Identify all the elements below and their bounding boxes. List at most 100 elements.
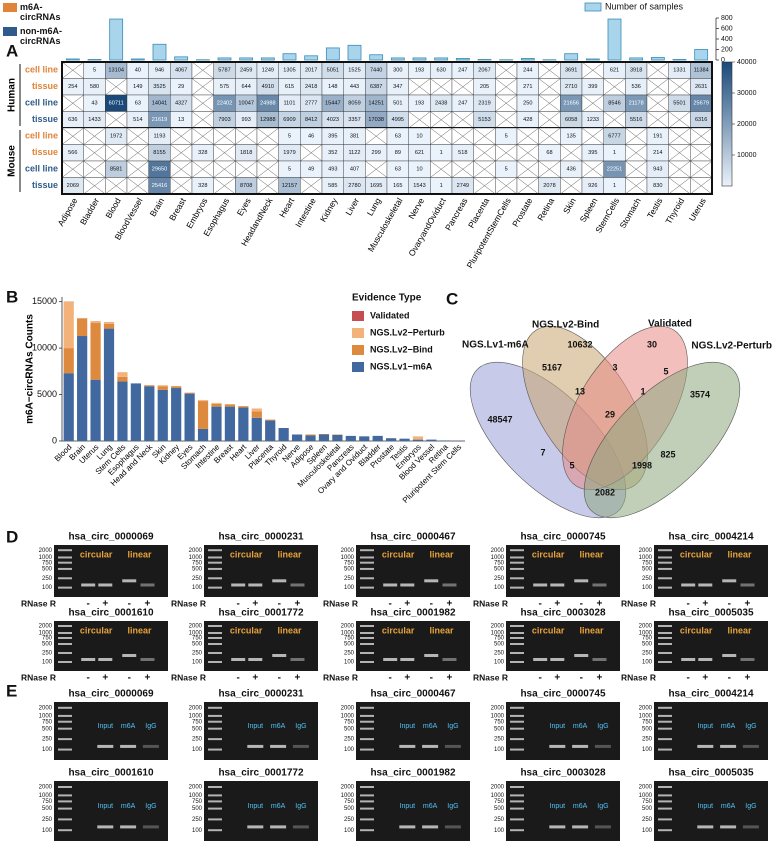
lane-sign: + [702, 673, 708, 684]
cross [668, 111, 691, 129]
lane-sign: + [145, 599, 151, 610]
sample-band [533, 583, 548, 587]
cross [430, 127, 453, 145]
lane-label: Input [248, 803, 264, 810]
cell-label: 399 [588, 84, 597, 90]
marker-size: 1000 [189, 793, 203, 799]
marker-size: 100 [192, 660, 203, 666]
bar-segment [103, 322, 115, 324]
ladder-band [58, 829, 72, 832]
cross [646, 94, 669, 112]
sample-band [120, 825, 137, 829]
lane-sign: - [389, 673, 392, 684]
cross [61, 127, 84, 145]
ladder-band [208, 720, 222, 723]
marker-size: 1000 [39, 555, 53, 561]
cell-label: 580 [90, 84, 99, 90]
lane-sign: + [554, 599, 560, 610]
cross [83, 177, 106, 195]
cell-label: 443 [350, 84, 359, 90]
ladder-band [208, 800, 222, 803]
sample-band [292, 825, 309, 829]
ladder-band [208, 652, 222, 654]
sample-band [681, 658, 696, 661]
marker-size: 1000 [491, 793, 505, 799]
gel-image [356, 545, 470, 597]
cell-label: 5 [505, 134, 508, 140]
ladder-band [360, 577, 374, 580]
sample-band [231, 583, 246, 587]
ladder-band [658, 818, 672, 821]
lane-label: IgG [447, 723, 458, 730]
gel-header: linear [127, 549, 152, 559]
cross [191, 94, 214, 112]
cross [538, 94, 561, 112]
lane-sign: + [252, 599, 258, 610]
lane-label: Input [698, 803, 714, 810]
ladder-band [58, 807, 72, 810]
cross [430, 111, 453, 129]
ladder-band [58, 720, 72, 723]
ladder-band [208, 625, 222, 627]
marker-size: 500 [494, 726, 505, 732]
sample-band [742, 744, 759, 748]
gel-title: hsa_circ_0004214 [668, 689, 754, 700]
sample-band [270, 825, 287, 829]
ladder-band [208, 786, 222, 788]
marker-size: 750 [42, 560, 53, 566]
bar-segment [157, 386, 168, 390]
ladder-band [658, 637, 672, 639]
sample-band [98, 583, 113, 587]
cross [61, 61, 84, 79]
gel-header: circular [382, 625, 415, 635]
bar-segment [157, 385, 168, 387]
marker-size: 500 [642, 806, 653, 812]
sample-bar [585, 58, 600, 61]
bar-segment [90, 321, 101, 324]
marker-size: 2000 [639, 624, 653, 630]
sample-band [270, 744, 287, 748]
cross [668, 160, 691, 178]
cell-label: 2078 [543, 183, 555, 189]
cell-label: 1101 [283, 101, 295, 107]
cross [170, 160, 193, 178]
venn-count: 5 [569, 460, 574, 470]
cross [300, 177, 323, 195]
marker-size: 250 [494, 651, 505, 657]
cell-label: 943 [653, 167, 662, 173]
ladder-band [510, 794, 524, 797]
gel-header: circular [532, 549, 565, 559]
ladder-band [208, 577, 222, 580]
marker-size: 500 [642, 726, 653, 732]
marker-size: 750 [494, 799, 505, 805]
ladder-band [58, 625, 72, 627]
cell-label: 395 [588, 150, 597, 156]
bar-segment [412, 436, 424, 440]
gel-image [506, 545, 620, 597]
gel-image [54, 545, 168, 597]
bar-segment [439, 440, 450, 441]
legend-swatch [352, 328, 364, 338]
marker-size: 750 [344, 636, 355, 642]
sample-band [383, 583, 398, 587]
panel-label: D [6, 527, 18, 546]
lane-sign: - [128, 599, 131, 610]
cell-label: 5 [288, 167, 291, 173]
sample-band [594, 744, 611, 748]
ladder-band [658, 714, 672, 717]
ladder-band [208, 818, 222, 821]
marker-size: 100 [494, 828, 505, 834]
ladder-band [58, 643, 72, 645]
y-tick-label: 400 [721, 36, 733, 43]
cross [191, 127, 214, 145]
ladder-band [510, 549, 524, 552]
cell-label: 40 [135, 68, 141, 74]
cell-label: 12157 [282, 183, 298, 189]
cross [516, 127, 539, 145]
cell-label: 536 [631, 84, 640, 90]
heatmap-border [61, 61, 713, 195]
cell-label: 299 [371, 150, 380, 156]
marker-size: 500 [344, 566, 355, 572]
cell-label: 2777 [305, 101, 317, 107]
cross [105, 144, 128, 162]
